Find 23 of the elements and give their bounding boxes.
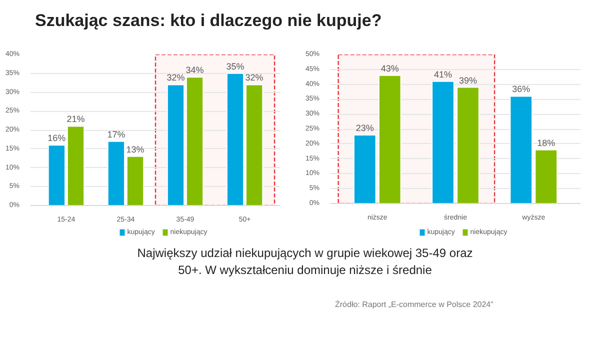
data-label: 43% xyxy=(380,63,399,74)
data-label: 36% xyxy=(512,84,530,94)
chart-title: Szukając szans: kto i dlaczego nie kupuje? xyxy=(35,10,382,32)
bar xyxy=(534,149,558,204)
data-label: 41% xyxy=(434,69,452,80)
bar xyxy=(432,80,454,204)
bar xyxy=(378,74,402,204)
data-label: 35% xyxy=(226,61,244,72)
data-label: 34% xyxy=(186,65,204,76)
bar xyxy=(353,134,376,204)
data-label: 16% xyxy=(48,133,66,144)
bar xyxy=(456,86,480,204)
data-label: 23% xyxy=(356,122,374,133)
data-label: 13% xyxy=(126,144,144,154)
data-label: 18% xyxy=(537,138,556,148)
data-label: 32% xyxy=(166,72,185,83)
data-label: 21% xyxy=(66,114,85,124)
data-label: 32% xyxy=(245,72,264,83)
data-label: 39% xyxy=(458,75,478,86)
text: Źródło: Raport „E-commerce w Polsce 2024” xyxy=(335,299,494,310)
data-label: 17% xyxy=(107,129,126,140)
bar xyxy=(510,96,533,204)
text: Największy udział niekupujących w grupie wiekowej 35-49 oraz 50+. W wykształceniu dominuje niższe i średnie xyxy=(136,245,474,280)
